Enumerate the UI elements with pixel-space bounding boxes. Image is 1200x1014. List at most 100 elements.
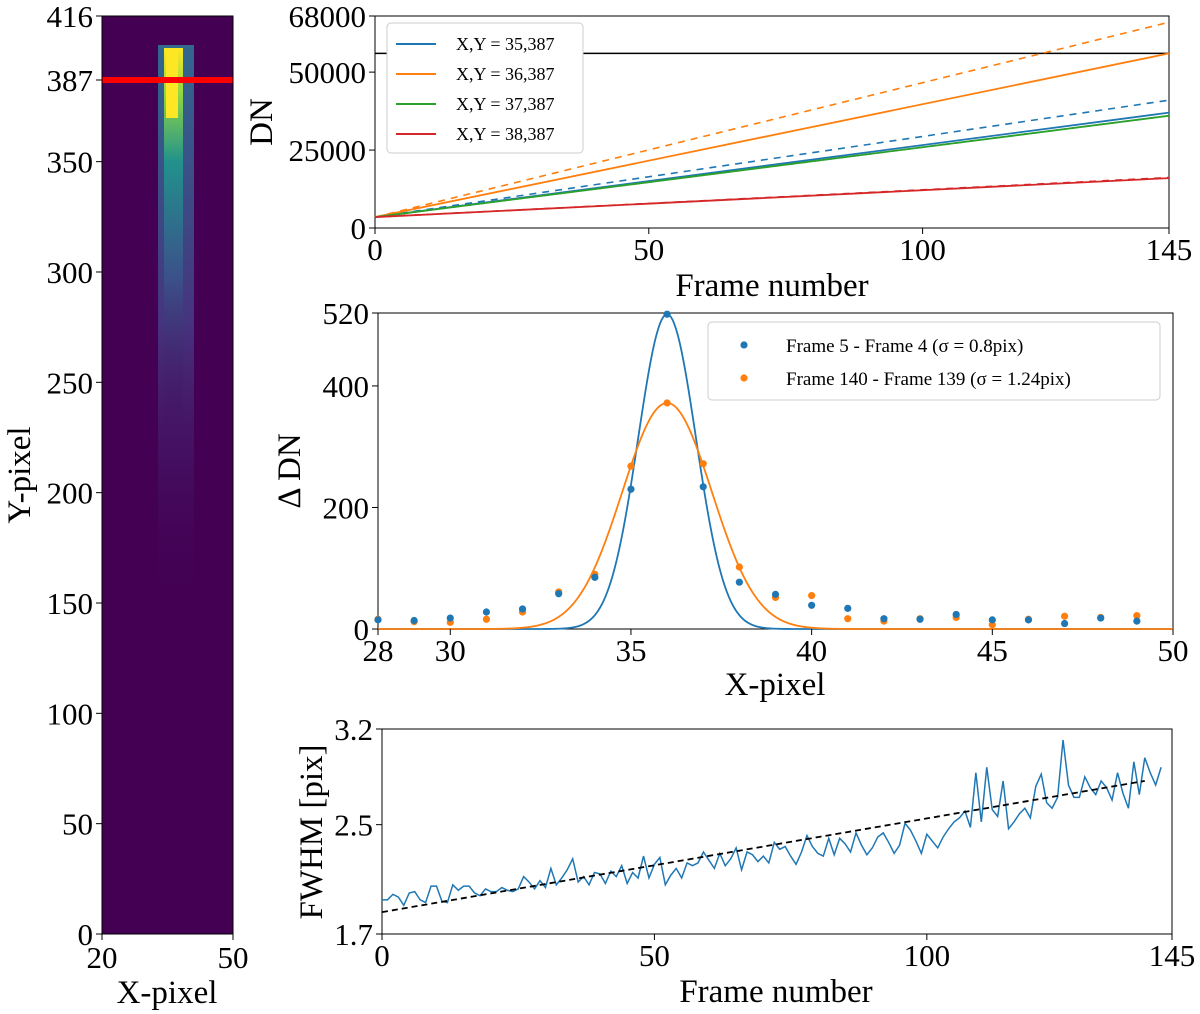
dn-x-label: Frame number [675, 268, 868, 304]
series-1-point [880, 615, 888, 623]
series-1-point [699, 483, 707, 491]
image-y-tick-label: 250 [47, 365, 94, 400]
series-1-point [555, 590, 563, 598]
image-y-tick-label: 200 [47, 476, 94, 511]
image-y-tick-label: 387 [47, 63, 94, 98]
streak-core [164, 48, 183, 428]
dn-chart: 0 25000 50000 68000 0 50 100 145 Frame number D… [244, 0, 1192, 304]
series-2-solid-line [374, 52, 1170, 218]
delta-legend-marker-1 [740, 341, 748, 349]
image-frame [101, 15, 234, 935]
gaussian-fit-curve-2 [378, 402, 1173, 630]
dn-series-lines [374, 21, 1170, 218]
series-1-point [627, 485, 635, 493]
fwhm-x-tick-label: 50 [639, 938, 670, 973]
dn-x-tick-label: 0 [367, 232, 383, 267]
series-2-point [627, 462, 635, 470]
series-1-point [1060, 619, 1069, 628]
dn-y-tick-label: 25000 [289, 133, 367, 168]
delta-dn-y-tick-label: 0 [354, 612, 370, 647]
image-y-ticks: 0 50 100 150 200 250 300 350 387 416 [47, 0, 102, 952]
series-1-point [374, 616, 382, 624]
delta-legend-label-1: Frame 5 - Frame 4 (σ = 0.8pix) [786, 336, 1023, 357]
delta-dn-x-tick-label: 28 [363, 633, 394, 668]
series-1-point [952, 610, 960, 619]
legend-label-1: X,Y = 35,387 [456, 34, 554, 54]
fwhm-y-tick-label: 3.2 [334, 712, 373, 747]
legend-label-3: X,Y = 37,387 [456, 94, 554, 114]
series-2-point [735, 563, 743, 571]
series-1-point [1097, 614, 1105, 622]
gaussian-fit-curves [378, 313, 1173, 630]
image-y-label: Y-pixel [2, 426, 38, 523]
series-1-point [1024, 616, 1033, 624]
fwhm-linear-fit-line [381, 780, 1145, 914]
dn-x-tick-label: 145 [1146, 232, 1193, 267]
series-2-dashed-line [374, 21, 1170, 218]
image-y-tick-label: 350 [47, 145, 94, 180]
series-2-point [1133, 612, 1141, 620]
series-1-point [844, 604, 852, 612]
delta-legend-marker-2 [740, 374, 748, 382]
streak-peak [166, 48, 178, 118]
fwhm-plot-frame [381, 728, 1173, 935]
series-1-point [410, 616, 418, 625]
fwhm-y-label: FWHM [pix] [294, 744, 330, 919]
delta-dn-legend-box [707, 321, 1161, 401]
image-x-label: X-pixel [117, 975, 218, 1011]
dn-ticks: 0 25000 50000 68000 0 50 100 145 [289, 0, 1193, 267]
series-2-point [808, 591, 816, 600]
fwhm-lines [381, 739, 1162, 914]
series-2-point [844, 615, 852, 623]
delta-dn-x-tick-label: 30 [435, 633, 466, 668]
delta-dn-x-tick-label: 35 [615, 633, 646, 668]
dn-y-tick-label: 68000 [289, 0, 367, 34]
delta-dn-chart: 0 200 400 520 28 30 35 40 45 50 X-pixel Δ DN Fram… [272, 296, 1189, 703]
series-2-point [699, 460, 707, 468]
image-y-tick-label: 300 [47, 255, 94, 290]
dn-y-tick-label: 0 [351, 211, 367, 246]
series-2-point [482, 615, 491, 623]
delta-dn-x-tick-label: 45 [977, 633, 1008, 668]
delta-dn-legend: Frame 5 - Frame 4 (σ = 0.8pix) Frame 140 … [707, 321, 1161, 401]
fwhm-y-tick-label: 2.5 [334, 808, 373, 843]
fwhm-y-tick-label: 1.7 [334, 917, 373, 952]
image-x-tick-label: 50 [218, 940, 249, 975]
dn-y-label: DN [244, 98, 280, 146]
image-x-ticks: 20 50 [87, 934, 249, 975]
series-1-point [446, 614, 454, 622]
fwhm-x-label: Frame number [679, 974, 872, 1010]
image-x-tick-label: 20 [87, 940, 118, 975]
delta-dn-x-tick-label: 50 [1158, 633, 1189, 668]
delta-legend-label-2: Frame 140 - Frame 139 (σ = 1.24pix) [786, 369, 1071, 390]
series-1-point [771, 590, 780, 598]
delta-dn-x-tick-label: 40 [796, 633, 827, 668]
series-1-point [988, 616, 996, 624]
fwhm-chart: 1.7 2.5 3.2 0 50 100 145 Frame number FWHM [pi… [294, 712, 1195, 1010]
series-1-dashed-line [374, 99, 1170, 218]
dn-x-tick-label: 100 [899, 232, 946, 267]
delta-dn-points [374, 310, 1141, 629]
series-3-solid-line [374, 114, 1170, 218]
series-1-point [916, 615, 924, 623]
series-1-point [1133, 617, 1141, 625]
series-2-point [663, 399, 671, 407]
series-4-solid-line [374, 177, 1170, 218]
dn-legend: X,Y = 35,387 X,Y = 36,387 X,Y = 37,387 X,Y … [386, 22, 584, 154]
fwhm-series-line [382, 739, 1162, 907]
fwhm-x-tick-label: 100 [904, 938, 951, 973]
image-y-tick-label: 50 [62, 807, 93, 842]
series-2-point [1060, 612, 1069, 620]
dn-y-tick-label: 50000 [289, 55, 367, 90]
dn-x-tick-label: 50 [633, 232, 664, 267]
series-1-point [808, 601, 816, 609]
image-y-tick-label: 416 [47, 0, 94, 34]
fwhm-x-tick-label: 0 [374, 938, 390, 973]
fwhm-x-tick-label: 145 [1149, 938, 1196, 973]
legend-label-2: X,Y = 36,387 [456, 64, 554, 84]
image-y-tick-label: 150 [47, 586, 94, 621]
delta-dn-y-label: Δ DN [272, 433, 308, 508]
series-1-point [591, 573, 599, 581]
